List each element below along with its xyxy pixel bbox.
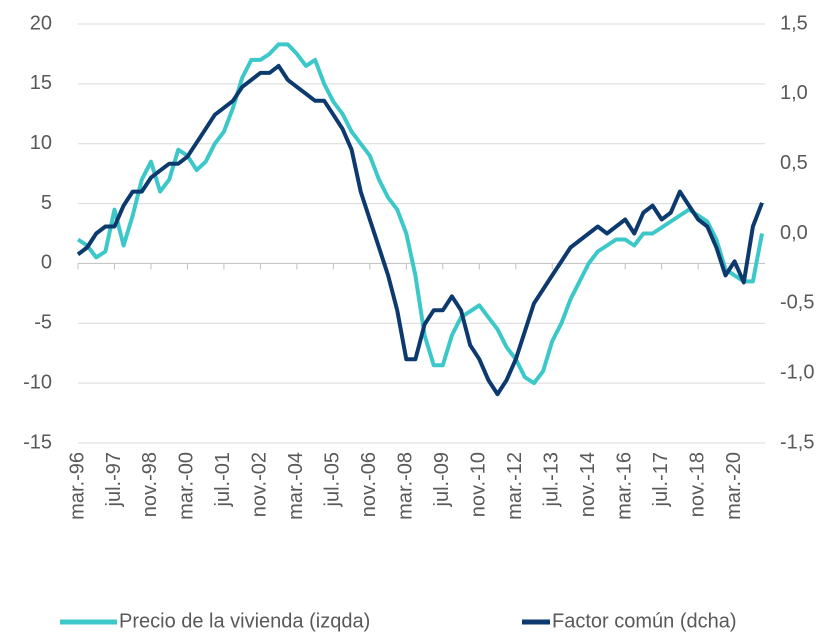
series-line bbox=[76, 63, 764, 397]
y2-tick-label: -1,5 bbox=[780, 431, 814, 453]
y-tick-label: 5 bbox=[41, 192, 52, 214]
x-tick-label: nov.-14 bbox=[577, 452, 599, 517]
x-tick-label: nov.-18 bbox=[686, 452, 708, 517]
series-line bbox=[76, 42, 764, 386]
x-tick-label: jul.-17 bbox=[650, 452, 672, 507]
y-tick-label: 0 bbox=[41, 252, 52, 274]
legend-label: Factor común (dcha) bbox=[552, 610, 737, 632]
x-tick-label: mar.-08 bbox=[395, 452, 417, 520]
y-tick-label: -15 bbox=[23, 431, 52, 453]
y2-tick-label: -1,0 bbox=[780, 361, 814, 383]
y2-tick-label: 1,0 bbox=[780, 82, 808, 104]
x-tick-label: jul.-01 bbox=[212, 452, 234, 507]
x-tick-label: nov.-02 bbox=[249, 452, 271, 517]
y2-tick-label: 0,5 bbox=[780, 152, 808, 174]
y-tick-label: 10 bbox=[30, 132, 52, 154]
x-tick-label: mar.-04 bbox=[285, 452, 307, 520]
legend-label: Precio de la vivienda (izqda) bbox=[119, 610, 370, 632]
y-tick-label: -10 bbox=[23, 371, 52, 393]
x-tick-label: nov.-10 bbox=[468, 452, 490, 517]
x-tick-label: jul.-05 bbox=[322, 452, 344, 507]
x-tick-label: mar.-20 bbox=[723, 452, 745, 520]
y-tick-label: -5 bbox=[34, 312, 52, 334]
x-tick-label: mar.-96 bbox=[66, 452, 88, 520]
y2-tick-label: -0,5 bbox=[780, 292, 814, 314]
x-tick-label: jul.-13 bbox=[541, 452, 563, 507]
x-tick-label: mar.-16 bbox=[613, 452, 635, 520]
y2-tick-label: 0,0 bbox=[780, 222, 808, 244]
x-tick-label: mar.-12 bbox=[504, 452, 526, 520]
x-tick-label: nov.-98 bbox=[139, 452, 161, 517]
x-tick-label: nov.-06 bbox=[358, 452, 380, 517]
x-tick-label: jul.-09 bbox=[431, 452, 453, 507]
y2-tick-label: 1,5 bbox=[780, 12, 808, 34]
x-tick-label: jul.-97 bbox=[103, 452, 125, 507]
y-tick-label: 15 bbox=[30, 72, 52, 94]
x-tick-label: mar.-00 bbox=[176, 452, 198, 520]
y-tick-label: 20 bbox=[30, 12, 52, 34]
